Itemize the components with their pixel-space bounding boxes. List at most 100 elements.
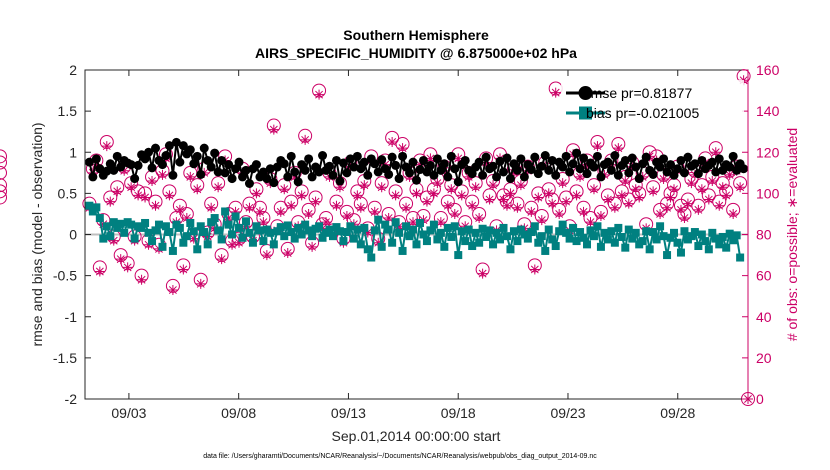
bias-marker (349, 234, 358, 243)
bias-marker (252, 222, 261, 231)
bias-marker (457, 227, 466, 236)
y-tick-label-right: 60 (756, 268, 772, 284)
bias-marker (304, 226, 313, 235)
bias-marker (454, 251, 463, 260)
rmse-marker (481, 152, 491, 162)
rmse-marker (711, 167, 721, 177)
rmse-marker (453, 177, 463, 187)
bias-marker (572, 237, 581, 246)
obs-evaluated-marker (227, 239, 238, 250)
rmse-marker (498, 167, 508, 177)
y-axis-label-right: # of obs: o=possible; ∗=evaluated (784, 128, 800, 341)
rmse-marker (551, 170, 561, 180)
rmse-marker (624, 168, 634, 178)
rmse-marker (102, 166, 112, 176)
rmse-marker (676, 155, 686, 165)
obs-evaluated-marker (185, 171, 196, 182)
rmse-marker (589, 162, 599, 172)
rmse-marker (739, 164, 749, 174)
rmse-marker (492, 172, 502, 182)
obs-evaluated-marker (341, 210, 352, 221)
obs-evaluated-marker (575, 171, 586, 182)
obs-evaluated-marker (655, 208, 666, 219)
obs-evaluated-marker (421, 196, 432, 207)
rmse-marker (634, 174, 644, 184)
rmse-marker (672, 164, 682, 174)
bias-marker (621, 243, 630, 252)
y-tick-label: 2 (69, 62, 77, 78)
bias-marker (391, 218, 400, 227)
rmse-marker (613, 170, 623, 180)
rmse-marker (373, 167, 383, 177)
x-tick-label: 09/08 (221, 405, 256, 421)
legend-bias-marker (579, 106, 592, 120)
obs-evaluated-marker (648, 186, 659, 197)
rmse-marker (439, 159, 449, 169)
bias-marker (440, 242, 449, 251)
rmse-marker (91, 154, 101, 164)
legend-rmse-marker (578, 86, 593, 100)
rmse-marker (335, 176, 345, 186)
bias-marker (360, 223, 369, 232)
rmse-marker (683, 152, 693, 162)
bias-marker (245, 228, 254, 237)
rmse-marker (620, 155, 630, 165)
rmse-marker (432, 154, 442, 164)
bias-marker (555, 227, 564, 236)
bias-marker (415, 218, 424, 227)
obs-evaluated-marker (321, 217, 332, 228)
bias-marker (381, 220, 390, 229)
obs-evaluated-marker (140, 192, 151, 203)
rmse-marker (206, 162, 216, 172)
obs-evaluated-marker (195, 278, 206, 289)
rmse-marker (105, 159, 115, 169)
obs-evaluated-marker (592, 141, 603, 152)
bias-marker (353, 225, 362, 234)
rmse-marker (495, 156, 505, 166)
obs-evaluated-marker (536, 215, 547, 226)
bias-marker (631, 228, 640, 237)
rmse-marker (363, 170, 373, 180)
rmse-marker (641, 152, 651, 162)
rmse-marker (112, 151, 122, 161)
rmse-marker (579, 153, 589, 163)
bias-marker (405, 232, 414, 241)
bias-marker (297, 230, 306, 239)
obs-evaluated-marker (254, 206, 265, 217)
bias-marker (475, 238, 484, 247)
rmse-marker (679, 168, 689, 178)
bias-marker (221, 207, 230, 216)
bias-marker (541, 246, 550, 255)
bias-marker (666, 233, 675, 242)
obs-evaluated-marker (397, 143, 408, 154)
rmse-marker (693, 169, 703, 179)
y-tick-label: 1.5 (58, 103, 78, 119)
obs-evaluated-marker (178, 264, 189, 275)
chart-title: Southern Hemisphere (343, 27, 489, 43)
obs-evaluated-marker (307, 241, 318, 252)
bias-marker (158, 242, 167, 251)
obs-evaluated-marker (710, 147, 721, 158)
obs-evaluated-marker (662, 202, 673, 213)
rmse-marker (269, 178, 279, 188)
bias-marker (224, 220, 233, 229)
obs-evaluated-marker (682, 198, 693, 209)
obs-evaluated-marker (467, 200, 478, 211)
rmse-marker (530, 152, 540, 162)
bias-marker (144, 228, 153, 237)
rmse-marker (450, 164, 460, 174)
bias-marker (565, 234, 574, 243)
obs-evaluated-marker (686, 178, 697, 189)
rmse-marker (725, 162, 735, 172)
y-tick-label: -0.5 (53, 268, 77, 284)
obs-evaluated-marker (623, 198, 634, 209)
obs-evaluated-marker (234, 237, 245, 248)
rmse-marker (370, 159, 380, 169)
obs-evaluated-marker (300, 134, 311, 145)
obs-evaluated-marker (547, 198, 558, 209)
rmse-marker (582, 169, 592, 179)
rmse-marker (116, 162, 126, 172)
rmse-marker (328, 170, 338, 180)
bias-marker (527, 228, 536, 237)
rmse-marker (638, 159, 648, 169)
